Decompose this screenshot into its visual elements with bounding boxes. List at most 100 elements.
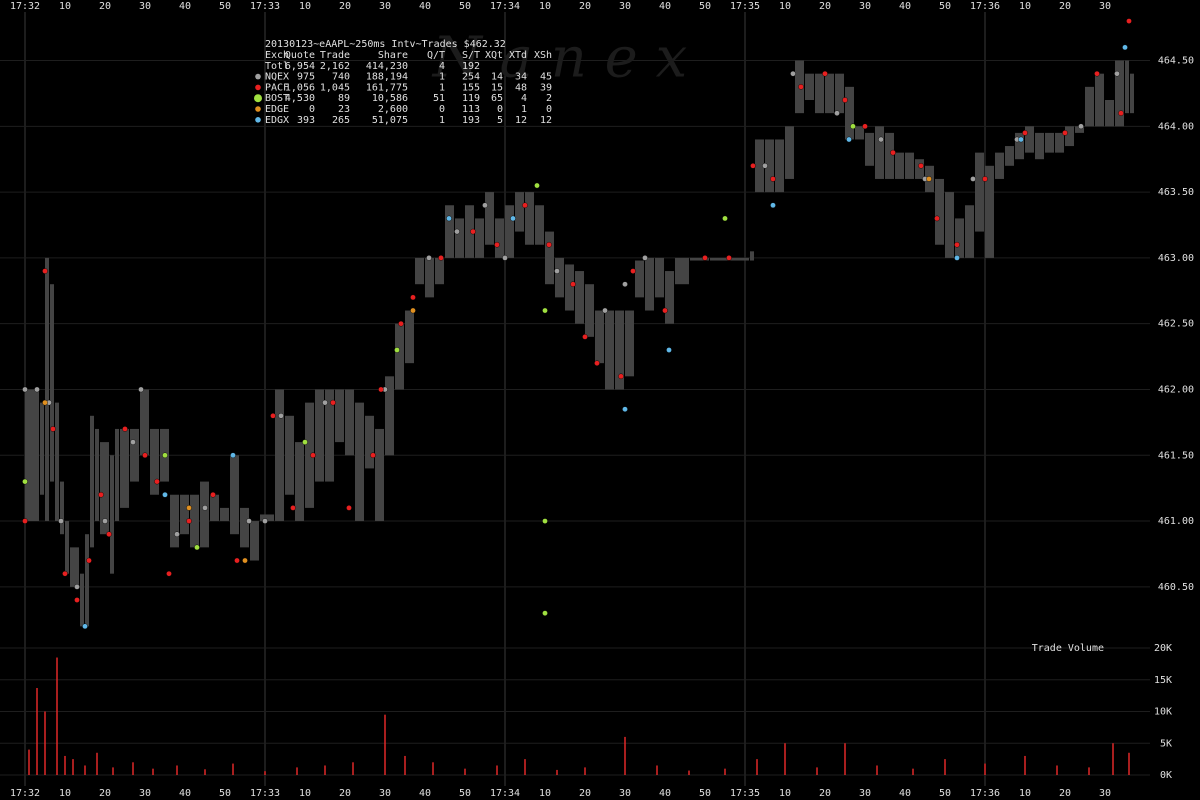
quote-spread bbox=[1005, 146, 1014, 166]
quote-spread bbox=[130, 428, 139, 482]
x-tick-label: 30 bbox=[379, 1, 391, 12]
trade-dot bbox=[74, 597, 80, 603]
volume-bar bbox=[64, 755, 66, 775]
legend-label: NQEX bbox=[265, 72, 289, 83]
y-tick-label: 15K bbox=[1154, 675, 1172, 686]
x-tick-label: 17:34 bbox=[490, 788, 520, 799]
table-cell: 48 bbox=[515, 82, 527, 93]
quote-spread bbox=[485, 192, 494, 245]
trade-dot bbox=[666, 347, 672, 353]
x-tick-label: 10 bbox=[779, 788, 791, 799]
quote-spread bbox=[85, 534, 89, 627]
x-tick-label: 30 bbox=[619, 788, 631, 799]
volume-bar bbox=[912, 768, 914, 775]
quote-spread bbox=[305, 402, 314, 508]
table-cell: 1 bbox=[439, 82, 445, 93]
quote-spread bbox=[375, 428, 384, 522]
x-tick-label: 50 bbox=[459, 788, 471, 799]
y-tick-label: 10K bbox=[1154, 707, 1172, 718]
x-tick-label: 20 bbox=[819, 1, 831, 12]
y-tick-label: 460.50 bbox=[1158, 582, 1194, 593]
trade-dot bbox=[426, 255, 432, 261]
trade-dot bbox=[622, 406, 628, 413]
quote-spread bbox=[825, 73, 834, 114]
volume-bar bbox=[816, 767, 818, 775]
x-tick-label: 30 bbox=[859, 788, 871, 799]
table-cell: 265 bbox=[332, 115, 350, 126]
table-header: Trade bbox=[320, 50, 350, 61]
quote-spread bbox=[275, 389, 284, 522]
x-tick-label: 40 bbox=[659, 1, 671, 12]
y-tick-label: 463.00 bbox=[1158, 253, 1194, 264]
trade-dot bbox=[58, 518, 64, 524]
x-tick-label: 10 bbox=[1019, 788, 1031, 799]
trade-dot bbox=[138, 386, 144, 393]
volume-bar bbox=[688, 770, 690, 775]
table-cell: 34 bbox=[515, 72, 527, 83]
trade-dot bbox=[378, 386, 384, 393]
table-cell: 12 bbox=[515, 115, 527, 126]
quote-spread bbox=[965, 205, 974, 258]
legend-marker bbox=[255, 117, 261, 123]
x-tick-label: 10 bbox=[1019, 1, 1031, 12]
volume-bar bbox=[784, 743, 786, 775]
quote-spread bbox=[505, 205, 514, 258]
trade-dot bbox=[234, 557, 240, 564]
quote-spread bbox=[915, 159, 924, 179]
y-tick-label: 462.00 bbox=[1158, 384, 1194, 395]
quote-spread bbox=[150, 428, 159, 495]
x-tick-label: 20 bbox=[819, 788, 831, 799]
trade-dot bbox=[798, 84, 804, 90]
quote-spread bbox=[70, 547, 79, 587]
trade-dot bbox=[890, 149, 896, 156]
x-tick-label: 10 bbox=[539, 788, 551, 799]
x-tick-label: 40 bbox=[419, 788, 431, 799]
volume-bar bbox=[584, 767, 586, 775]
trade-dot bbox=[570, 281, 576, 288]
trade-dot bbox=[50, 426, 56, 432]
volume-bar bbox=[1056, 765, 1058, 775]
trade-dot bbox=[822, 70, 828, 77]
trade-dot bbox=[346, 505, 352, 511]
legend-label: BOST bbox=[265, 93, 289, 104]
table-row-label: Totl bbox=[265, 61, 289, 72]
quote-spread bbox=[1035, 132, 1044, 160]
quote-spread bbox=[690, 257, 709, 261]
table-cell: 15 bbox=[491, 82, 503, 93]
quote-spread bbox=[805, 73, 814, 100]
trade-dot bbox=[34, 386, 40, 393]
marks bbox=[22, 18, 1134, 775]
quote-spread bbox=[645, 257, 654, 311]
quote-spread bbox=[425, 257, 434, 298]
trade-dot bbox=[494, 241, 500, 248]
legend-label: EDGE bbox=[265, 104, 289, 115]
volume-bar bbox=[656, 765, 658, 775]
trade-dot bbox=[186, 505, 192, 511]
volume-bar bbox=[724, 768, 726, 775]
quote-spread bbox=[25, 389, 39, 522]
x-tick-label: 20 bbox=[1059, 788, 1071, 799]
trade-dot bbox=[1122, 44, 1128, 51]
quote-spread bbox=[415, 257, 424, 285]
table-cell: 740 bbox=[332, 72, 350, 83]
y-tick-label: 0K bbox=[1160, 770, 1172, 781]
y-tick-label: 461.50 bbox=[1158, 450, 1194, 461]
trade-dot bbox=[542, 610, 548, 616]
trade-dot bbox=[1022, 130, 1028, 136]
volume-annotation: Trade Volume bbox=[1032, 643, 1104, 654]
legend-label: EDGX bbox=[265, 115, 289, 126]
trade-dot bbox=[262, 518, 268, 524]
table-cell: 10,586 bbox=[372, 93, 408, 104]
x-tick-label: 17:33 bbox=[250, 788, 280, 799]
quote-spread bbox=[865, 132, 874, 166]
trade-dot bbox=[154, 478, 160, 485]
volume-bar bbox=[72, 759, 74, 775]
x-tick-label: 10 bbox=[539, 1, 551, 12]
table-header: Exch bbox=[265, 50, 289, 61]
trade-dot bbox=[82, 623, 88, 630]
x-tick-label: 20 bbox=[579, 788, 591, 799]
quote-spread bbox=[40, 402, 44, 495]
quote-spread bbox=[935, 178, 944, 245]
trade-dot bbox=[194, 544, 200, 551]
